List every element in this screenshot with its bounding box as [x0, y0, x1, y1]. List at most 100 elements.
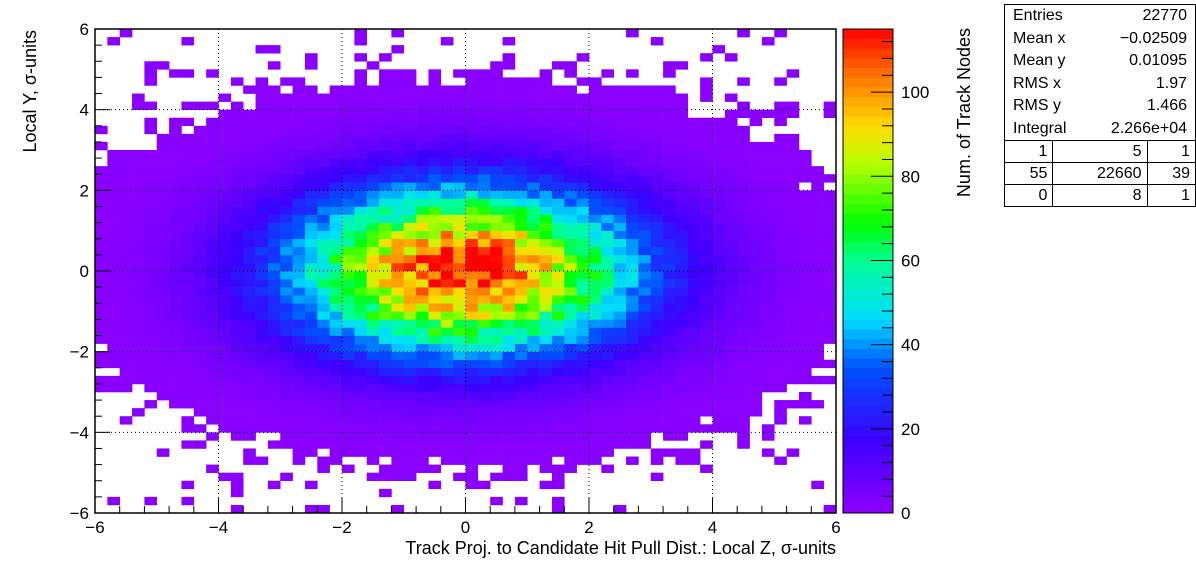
heatmap-cell: [675, 456, 689, 465]
heatmap-cell: [391, 464, 405, 473]
heatmap-cell: [663, 367, 676, 377]
heatmap-cell: [181, 424, 195, 433]
palette-band: [843, 164, 893, 175]
heatmap-cell: [206, 222, 219, 231]
heatmap-cell: [354, 440, 367, 449]
heatmap-cell: [551, 93, 565, 102]
heatmap-cell: [156, 222, 170, 231]
heatmap-cell: [663, 117, 676, 127]
heatmap-cell: [132, 319, 145, 328]
heatmap-cell: [675, 214, 689, 223]
heatmap-cell: [144, 214, 158, 223]
heatmap-cell: [514, 351, 528, 361]
heatmap-cell: [156, 287, 170, 296]
heatmap-cell: [193, 375, 207, 385]
heatmap-cell: [502, 400, 516, 409]
heatmap-cell: [675, 262, 689, 272]
heatmap-cell: [613, 109, 627, 119]
heatmap-cell: [280, 303, 293, 312]
heatmap-cell: [576, 117, 590, 127]
heatmap-cell: [169, 198, 182, 207]
heatmap-cell: [428, 295, 442, 304]
heatmap-cell: [786, 174, 800, 183]
heatmap-cell: [193, 271, 207, 280]
heatmap-cell: [465, 424, 479, 433]
heatmap-cell: [712, 230, 726, 240]
heatmap-cell: [267, 93, 281, 102]
heatmap-cell: [749, 198, 763, 207]
heatmap-cell: [342, 271, 355, 280]
heatmap-cell: [255, 77, 269, 86]
heatmap-cell: [589, 214, 602, 223]
heatmap-cell: [193, 206, 207, 215]
heatmap-cell: [144, 117, 158, 127]
heatmap-cell: [514, 343, 528, 352]
heatmap-cell: [453, 295, 466, 304]
heatmap-cell: [440, 392, 454, 401]
heatmap-cell: [527, 375, 540, 385]
heatmap-cell: [267, 416, 281, 425]
heatmap-cell: [749, 375, 763, 385]
heatmap-cell: [403, 206, 417, 215]
palette-band: [843, 222, 893, 233]
heatmap-cell: [823, 214, 837, 223]
heatmap-cell: [267, 279, 281, 288]
heatmap-cell: [539, 343, 553, 352]
heatmap-cell: [712, 311, 726, 320]
heatmap-cell: [255, 367, 269, 377]
heatmap-cell: [551, 359, 565, 369]
heatmap-cell: [490, 222, 503, 231]
heatmap-cell: [169, 375, 182, 385]
heatmap-cell: [712, 279, 726, 288]
heatmap-cell: [366, 125, 380, 135]
heatmap-cell: [107, 254, 120, 264]
heatmap-cell: [354, 246, 367, 256]
heatmap-cell: [453, 432, 466, 441]
heatmap-cell: [379, 400, 392, 409]
heatmap-cell: [589, 190, 602, 199]
heatmap-cell: [687, 383, 701, 393]
heatmap-cell: [304, 238, 318, 248]
heatmap-cell: [798, 375, 812, 385]
heatmap-cell: [650, 109, 664, 119]
heatmap-cell: [267, 367, 281, 377]
heatmap-cell: [428, 335, 442, 344]
heatmap-cell: [638, 392, 652, 401]
heatmap-cell: [243, 214, 256, 223]
heatmap-cell: [267, 343, 281, 352]
heatmap-cell: [354, 166, 367, 175]
heatmap-cell: [144, 166, 158, 175]
heatmap-cell: [416, 271, 429, 280]
heatmap-cell: [774, 343, 787, 352]
heatmap-cell: [107, 214, 120, 223]
heatmap-cell: [428, 448, 442, 457]
heatmap-cell: [107, 319, 120, 328]
heatmap-cell: [329, 238, 343, 248]
heatmap-cell: [304, 109, 318, 119]
heatmap-cell: [576, 166, 590, 175]
heatmap-cell: [613, 262, 627, 272]
heatmap-cell: [465, 174, 479, 183]
heatmap-cell: [379, 222, 392, 231]
palette-band: [843, 96, 893, 107]
palette-band: [843, 48, 893, 59]
heatmap-cell: [675, 303, 689, 312]
palette-band: [843, 193, 893, 204]
heatmap-cell: [144, 77, 158, 86]
heatmap-cell: [576, 335, 590, 344]
heatmap-cell: [687, 367, 701, 377]
heatmap-cell: [712, 303, 726, 312]
heatmap-cell: [650, 303, 664, 312]
heatmap-cell: [379, 101, 392, 110]
heatmap-cell: [465, 311, 479, 320]
heatmap-cell: [255, 424, 269, 433]
heatmap-cell: [403, 166, 417, 175]
heatmap-cell: [477, 367, 491, 377]
heatmap-cell: [119, 198, 133, 207]
heatmap-cell: [230, 488, 244, 498]
heatmap-cell: [169, 166, 182, 175]
heatmap-cell: [156, 141, 170, 151]
heatmap-cell: [527, 359, 540, 369]
heatmap-cell: [490, 303, 503, 312]
